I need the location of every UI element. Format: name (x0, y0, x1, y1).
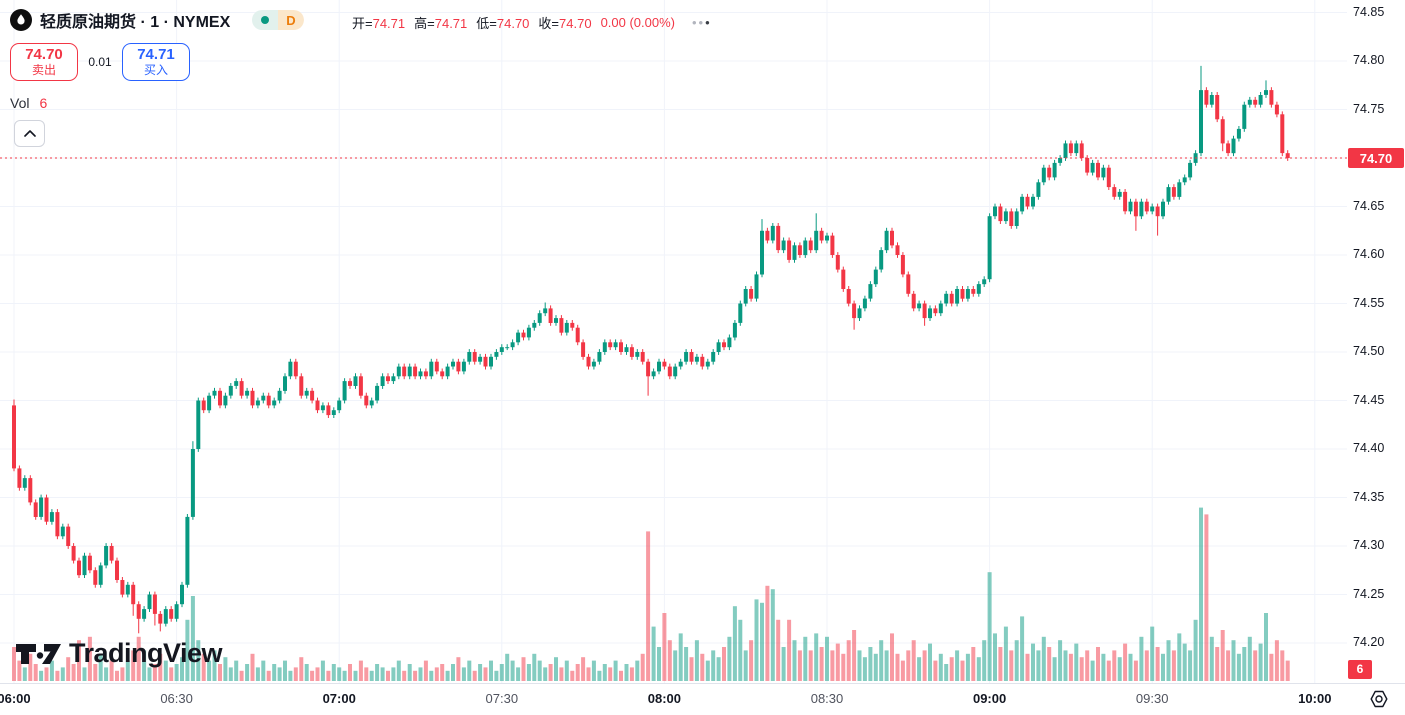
timeframe-pill[interactable]: D (252, 10, 304, 30)
price-tick-label: 74.30 (1353, 538, 1385, 552)
ohlc-high: 高=74.71 (414, 16, 468, 31)
price-change: 0.00 (0.00%) (600, 15, 675, 30)
chevron-up-icon (23, 130, 36, 137)
spread-value: 0.01 (88, 55, 112, 69)
time-tick-label: 09:00 (972, 691, 1007, 706)
price-tick-label: 74.85 (1353, 4, 1385, 19)
price-tick-label: 74.50 (1353, 344, 1385, 358)
time-tick-label: 06:30 (160, 691, 193, 706)
price-tick-label: 74.35 (1353, 489, 1385, 504)
sell-button[interactable]: 74.70 卖出 (10, 43, 78, 81)
buy-price: 74.71 (137, 46, 175, 64)
price-tick-label: 74.45 (1353, 392, 1385, 407)
time-tick-label: 07:00 (322, 691, 356, 706)
price-tick-label: 74.20 (1353, 635, 1385, 649)
symbol-title[interactable]: 轻质原油期货 · 1 · NYMEX (40, 14, 231, 31)
tradingview-logo-icon (16, 643, 61, 664)
time-tick-label: 08:30 (810, 691, 844, 706)
price-tick-label: 74.40 (1353, 441, 1385, 455)
ohlc-open: 开=74.71 (352, 16, 406, 31)
watermark-text: TradingView (69, 638, 223, 668)
trade-panel: 74.70 卖出 0.01 74.71 买入 (10, 43, 190, 81)
tradingview-watermark: TradingView (16, 638, 223, 669)
price-axis[interactable]: 74.85 74.80 74.75 74.70 74.65 74.60 74.55 74.50… (1347, 0, 1405, 683)
ohlc-low: 低=74.70 (476, 16, 530, 31)
time-tick-label: 07:30 (485, 691, 519, 706)
price-tick-label: 74.75 (1353, 101, 1385, 116)
axis-settings-gear-icon[interactable] (1368, 688, 1390, 710)
buy-label: 买入 (143, 62, 168, 77)
price-tick-label: 74.55 (1353, 295, 1385, 310)
oil-drop-icon (10, 9, 32, 31)
last-price-badge: 74.70 (1348, 148, 1404, 168)
volume-value: 6 (39, 95, 48, 111)
timeframe-badge[interactable]: D (278, 10, 304, 30)
price-tick-label: 74.80 (1353, 53, 1385, 67)
sell-label: 卖出 (31, 62, 56, 77)
ohlc-close: 收=74.70 (538, 16, 592, 31)
time-tick-label: 09:30 (1135, 691, 1169, 706)
price-tick-label: 74.25 (1353, 586, 1385, 601)
candlestick-chart[interactable] (0, 0, 1347, 683)
ohlc-row: 开=74.71 高=74.71 低=74.70 收=74.70 0.00 (0.… (352, 13, 712, 32)
time-tick-label: 10:00 (1298, 691, 1332, 706)
collapse-toolbar-button[interactable] (14, 120, 45, 147)
market-status-dot (252, 10, 279, 30)
time-tick-label: 06:00 (0, 691, 31, 706)
sell-price: 74.70 (25, 46, 63, 64)
price-tick-label: 74.60 (1353, 247, 1385, 261)
time-axis[interactable]: 06:00 06:30 07:00 07:30 08:00 08:30 09:00 09:30… (0, 683, 1405, 715)
symbol-legend: 轻质原油期货 · 1 · NYMEX D (10, 8, 304, 32)
more-options-icon[interactable]: ••• (692, 15, 712, 30)
volume-legend: Vol 6 (10, 95, 47, 111)
price-tick-label: 74.65 (1353, 198, 1385, 213)
time-tick-label: 08:00 (647, 691, 682, 706)
buy-button[interactable]: 74.71 买入 (122, 43, 190, 81)
volume-label: Vol (10, 95, 30, 111)
last-volume-badge: 6 (1348, 659, 1372, 679)
